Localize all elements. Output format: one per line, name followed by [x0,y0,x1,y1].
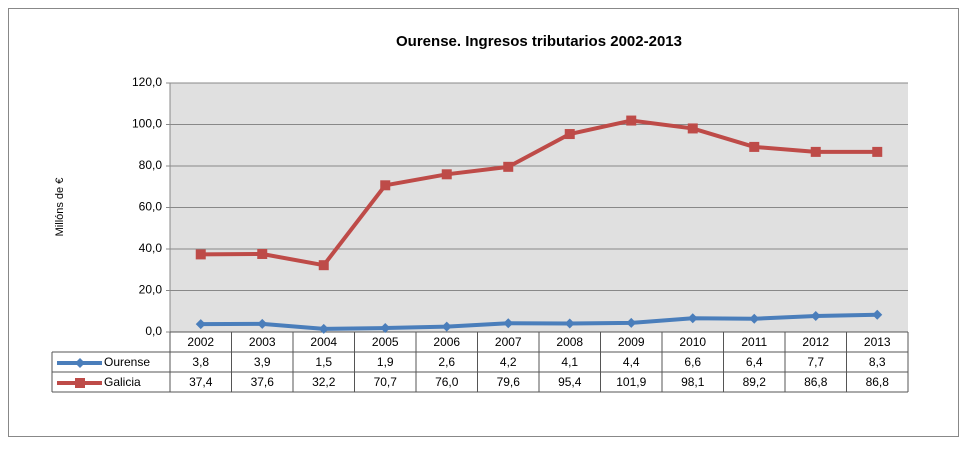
marker [318,323,329,334]
table-value: 89,2 [743,375,767,389]
marker [626,115,637,126]
legend-label: Galicia [104,375,141,389]
marker [195,249,206,260]
table-value: 1,9 [377,355,394,369]
table-value: 4,2 [500,355,517,369]
y-tick-label: 80,0 [139,158,163,172]
x-tick-label: 2005 [372,335,399,349]
table-value: 98,1 [681,375,705,389]
table-value: 6,4 [746,355,763,369]
table-value: 4,4 [623,355,640,369]
marker [75,358,85,368]
y-tick-label: 60,0 [139,200,163,214]
marker [626,317,637,328]
marker [380,180,391,191]
x-tick-label: 2009 [618,335,645,349]
y-tick-label: 0,0 [145,324,162,338]
marker [810,311,821,322]
x-tick-label: 2002 [187,335,214,349]
x-tick-label: 2013 [864,335,891,349]
marker [503,318,514,329]
marker [75,378,85,388]
table-value: 101,9 [616,375,646,389]
marker [872,309,883,320]
x-tick-label: 2008 [556,335,583,349]
y-tick-label: 40,0 [139,241,163,255]
chart-title: Ourense. Ingresos tributarios 2002-2013 [396,33,682,50]
table-value: 70,7 [374,375,398,389]
marker [749,313,760,324]
marker [195,319,206,330]
table-value: 79,6 [497,375,521,389]
x-tick-label: 2003 [249,335,276,349]
table-value: 8,3 [869,355,886,369]
marker [503,161,514,172]
table-value: 4,1 [561,355,578,369]
line [200,118,878,268]
legend-label: Ourense [104,355,150,369]
y-axis-label: Millóns de € [54,178,66,237]
marker [441,169,452,180]
table-value: 3,8 [192,355,209,369]
marker [318,260,329,271]
table-value: 32,2 [312,375,336,389]
marker [380,323,391,334]
table-value: 37,6 [251,375,275,389]
y-tick-label: 100,0 [132,117,162,131]
table-value: 3,9 [254,355,271,369]
x-tick-label: 2006 [433,335,460,349]
table-value: 86,8 [866,375,890,389]
table-value: 7,7 [807,355,824,369]
y-tick-label: 20,0 [139,283,163,297]
x-tick-label: 2007 [495,335,522,349]
marker [564,318,575,329]
table-value: 37,4 [189,375,213,389]
marker [687,123,698,134]
marker [257,318,268,329]
line [200,312,878,331]
marker [872,146,883,157]
x-tick-label: 2004 [310,335,337,349]
table-value: 95,4 [558,375,582,389]
table-value: 2,6 [438,355,455,369]
marker [441,321,452,332]
marker [687,313,698,324]
table-value: 76,0 [435,375,459,389]
table-value: 1,5 [315,355,332,369]
x-tick-label: 2010 [679,335,706,349]
marker [257,248,268,259]
table-value: 6,6 [684,355,701,369]
y-tick-label: 120,0 [132,75,162,89]
x-tick-label: 2011 [741,335,767,349]
marker [749,141,760,152]
x-tick-label: 2012 [802,335,829,349]
marker [810,146,821,157]
marker [564,129,575,140]
table-value: 86,8 [804,375,828,389]
